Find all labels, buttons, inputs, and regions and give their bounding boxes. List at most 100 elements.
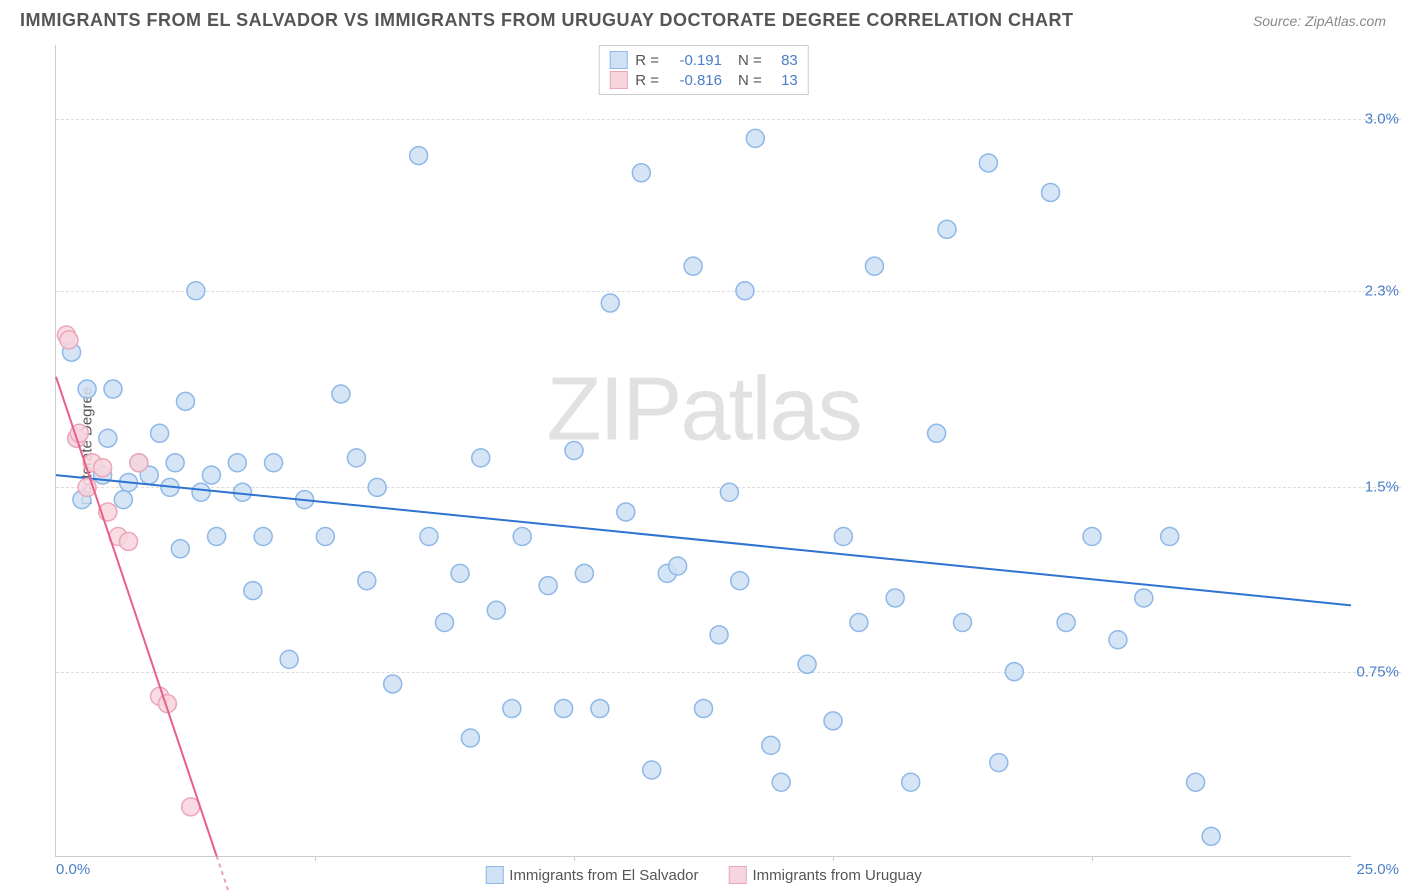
source-name: ZipAtlas.com (1305, 13, 1386, 29)
data-point (720, 483, 738, 501)
data-point (254, 528, 272, 546)
legend-series-item: Immigrants from Uruguay (729, 866, 922, 884)
data-point (503, 700, 521, 718)
data-point (228, 454, 246, 472)
trend-line-dashed (217, 856, 279, 892)
data-point (347, 449, 365, 467)
data-point (617, 503, 635, 521)
data-point (601, 294, 619, 312)
x-tick-mark (1092, 856, 1093, 861)
x-axis-min-label: 0.0% (56, 861, 90, 878)
legend-swatch (485, 866, 503, 884)
data-point (1109, 631, 1127, 649)
data-point (151, 424, 169, 442)
data-point (1202, 827, 1220, 845)
data-point (695, 700, 713, 718)
source-prefix: Source: (1253, 13, 1305, 29)
data-point (736, 282, 754, 300)
data-point (166, 454, 184, 472)
data-point (555, 700, 573, 718)
data-point (575, 564, 593, 582)
data-point (187, 282, 205, 300)
data-point (954, 614, 972, 632)
y-tick-label: 1.5% (1365, 479, 1399, 496)
n-value: 13 (770, 72, 798, 89)
data-point (171, 540, 189, 558)
data-point (710, 626, 728, 644)
legend-series-label: Immigrants from El Salvador (509, 867, 698, 884)
series-legend: Immigrants from El Salvador Immigrants fr… (485, 866, 921, 884)
data-point (886, 589, 904, 607)
data-point (669, 557, 687, 575)
data-point (824, 712, 842, 730)
data-point (1057, 614, 1075, 632)
data-point (539, 577, 557, 595)
data-point (461, 729, 479, 747)
trend-line (56, 377, 217, 856)
x-tick-mark (315, 856, 316, 861)
data-point (798, 655, 816, 673)
data-point (979, 154, 997, 172)
data-point (850, 614, 868, 632)
y-tick-label: 0.75% (1356, 663, 1399, 680)
data-point (865, 257, 883, 275)
data-point (384, 675, 402, 693)
data-point (410, 147, 428, 165)
data-point (202, 466, 220, 484)
data-point (420, 528, 438, 546)
x-tick-mark (833, 856, 834, 861)
data-point (94, 459, 112, 477)
source-attribution: Source: ZipAtlas.com (1253, 13, 1386, 29)
data-point (436, 614, 454, 632)
data-point (177, 392, 195, 410)
data-point (316, 528, 334, 546)
data-point (762, 736, 780, 754)
data-point (104, 380, 122, 398)
scatter-plot-svg (56, 45, 1351, 856)
data-point (265, 454, 283, 472)
legend-swatch (609, 71, 627, 89)
data-point (192, 483, 210, 501)
legend-swatch (729, 866, 747, 884)
data-point (368, 478, 386, 496)
legend-correlation-row: R =-0.816N =13 (609, 70, 798, 90)
data-point (1187, 773, 1205, 791)
n-value: 83 (770, 52, 798, 69)
data-point (99, 429, 117, 447)
data-point (632, 164, 650, 182)
data-point (731, 572, 749, 590)
data-point (772, 773, 790, 791)
data-point (332, 385, 350, 403)
data-point (834, 528, 852, 546)
x-tick-mark (574, 856, 575, 861)
data-point (1005, 663, 1023, 681)
r-value: -0.816 (667, 72, 722, 89)
data-point (208, 528, 226, 546)
data-point (565, 442, 583, 460)
data-point (130, 454, 148, 472)
data-point (990, 754, 1008, 772)
data-point (78, 380, 96, 398)
legend-series-item: Immigrants from El Salvador (485, 866, 698, 884)
data-point (591, 700, 609, 718)
x-axis-max-label: 25.0% (1356, 861, 1399, 878)
data-point (1135, 589, 1153, 607)
legend-correlation-row: R =-0.191N =83 (609, 50, 798, 70)
data-point (1083, 528, 1101, 546)
chart-title: IMMIGRANTS FROM EL SALVADOR VS IMMIGRANT… (20, 10, 1074, 31)
y-tick-label: 3.0% (1365, 110, 1399, 127)
data-point (280, 650, 298, 668)
data-point (938, 220, 956, 238)
data-point (114, 491, 132, 509)
data-point (487, 601, 505, 619)
data-point (472, 449, 490, 467)
data-point (902, 773, 920, 791)
data-point (928, 424, 946, 442)
data-point (1042, 183, 1060, 201)
data-point (1161, 528, 1179, 546)
y-tick-label: 2.3% (1365, 282, 1399, 299)
data-point (60, 331, 78, 349)
data-point (358, 572, 376, 590)
legend-series-label: Immigrants from Uruguay (753, 867, 922, 884)
data-point (120, 532, 138, 550)
